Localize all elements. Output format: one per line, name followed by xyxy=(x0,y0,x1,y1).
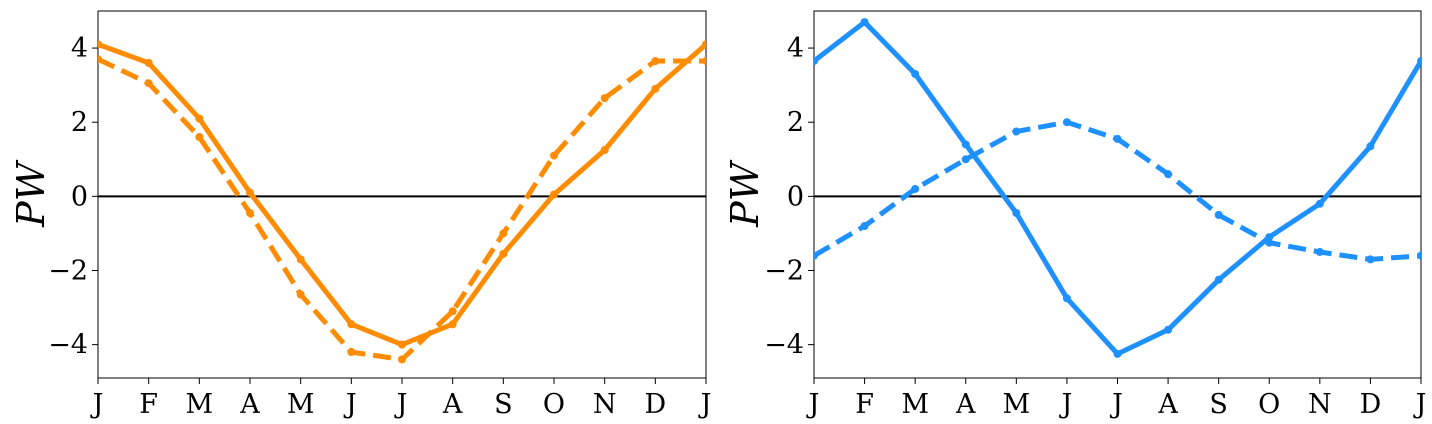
x-tick-label: M xyxy=(287,389,315,420)
series-dashed xyxy=(814,118,1421,264)
chart-panel-1: 420−2−4J F M A M J J A S O N D JPW xyxy=(9,10,712,420)
x-tick-label: A xyxy=(239,389,260,420)
data-point xyxy=(195,114,204,123)
data-point xyxy=(246,209,254,218)
data-point xyxy=(1366,142,1375,151)
chart-panel-2: 420−2−4J F M A M J J A S O N D JPW xyxy=(723,10,1427,420)
x-tick-label: A xyxy=(1157,389,1178,420)
data-point xyxy=(860,222,869,231)
data-point xyxy=(499,249,508,258)
x-tick-label: F xyxy=(139,389,158,420)
data-point xyxy=(448,320,457,329)
data-point xyxy=(1417,57,1421,66)
data-point xyxy=(702,57,706,66)
x-tick-label: F xyxy=(855,389,874,420)
series-line-solid xyxy=(814,19,1421,357)
data-point xyxy=(1315,199,1324,208)
data-point xyxy=(600,146,609,155)
data-point xyxy=(911,184,920,193)
data-point xyxy=(911,70,920,79)
y-tick-label: 4 xyxy=(71,33,88,64)
data-point xyxy=(1062,294,1071,303)
y-tick-label: 0 xyxy=(71,181,88,212)
x-tick-label: J xyxy=(1059,389,1073,420)
y-tick-label: 2 xyxy=(787,107,804,138)
x-tick-label: D xyxy=(1360,389,1382,420)
data-point xyxy=(1315,247,1324,256)
data-point xyxy=(1366,255,1375,264)
data-point xyxy=(651,57,660,66)
data-point xyxy=(1012,127,1021,136)
y-tick-label: −2 xyxy=(764,255,804,286)
data-point xyxy=(860,18,869,27)
data-point xyxy=(144,79,153,88)
x-tick-label: J xyxy=(1413,389,1427,420)
data-point xyxy=(398,340,406,349)
x-tick-label: M xyxy=(186,389,214,420)
data-point xyxy=(1113,349,1122,358)
data-point xyxy=(499,229,508,238)
data-point xyxy=(448,307,457,316)
x-tick-label: J xyxy=(343,389,357,420)
data-point xyxy=(296,255,305,264)
y-tick-label: 2 xyxy=(71,107,88,138)
x-tick-label: M xyxy=(901,389,929,420)
series-solid xyxy=(98,40,706,349)
x-tick-label: J xyxy=(698,389,712,420)
y-tick-label: −2 xyxy=(48,255,88,286)
plot-frame xyxy=(97,10,707,379)
data-point xyxy=(347,320,356,329)
x-tick-label: D xyxy=(645,389,667,420)
data-point xyxy=(398,355,406,364)
data-point xyxy=(1417,251,1421,260)
x-tick-label: J xyxy=(806,389,820,420)
data-point xyxy=(651,84,660,93)
data-point xyxy=(98,40,102,49)
x-tick-label: O xyxy=(1258,389,1280,420)
data-point xyxy=(550,151,558,160)
x-tick-label: A xyxy=(955,389,976,420)
x-tick-label: J xyxy=(90,389,104,420)
data-point xyxy=(1164,325,1173,334)
x-tick-label: J xyxy=(394,389,408,420)
data-point xyxy=(550,190,558,199)
y-axis-label: PW xyxy=(9,159,53,228)
y-tick-label: 0 xyxy=(787,181,804,212)
data-point xyxy=(1062,118,1071,127)
series-dashed xyxy=(98,55,706,364)
data-point xyxy=(195,133,204,142)
x-tick-label: N xyxy=(593,389,617,420)
data-point xyxy=(246,188,254,197)
data-point xyxy=(1214,275,1223,284)
data-point xyxy=(144,58,153,67)
x-tick-label: O xyxy=(543,389,565,420)
x-tick-label: J xyxy=(1109,389,1123,420)
y-tick-label: −4 xyxy=(48,330,88,361)
data-point xyxy=(1012,209,1021,218)
x-tick-label: N xyxy=(1308,389,1332,420)
x-tick-label: S xyxy=(494,389,513,420)
data-point xyxy=(1164,170,1173,179)
data-point xyxy=(600,94,609,103)
data-point xyxy=(98,55,102,64)
data-point xyxy=(296,290,305,299)
y-tick-label: 4 xyxy=(787,33,804,64)
data-point xyxy=(1113,134,1122,143)
y-axis-label: PW xyxy=(723,159,767,228)
data-point xyxy=(961,155,970,164)
data-point xyxy=(1265,238,1274,247)
series-solid xyxy=(814,18,1421,358)
data-point xyxy=(961,140,970,149)
data-point xyxy=(702,40,706,49)
data-point xyxy=(814,57,818,66)
x-tick-label: M xyxy=(1003,389,1031,420)
x-tick-label: S xyxy=(1209,389,1228,420)
data-point xyxy=(1214,210,1223,219)
data-point xyxy=(814,251,818,260)
data-point xyxy=(347,348,356,357)
x-tick-label: A xyxy=(442,389,463,420)
y-tick-label: −4 xyxy=(764,330,804,361)
